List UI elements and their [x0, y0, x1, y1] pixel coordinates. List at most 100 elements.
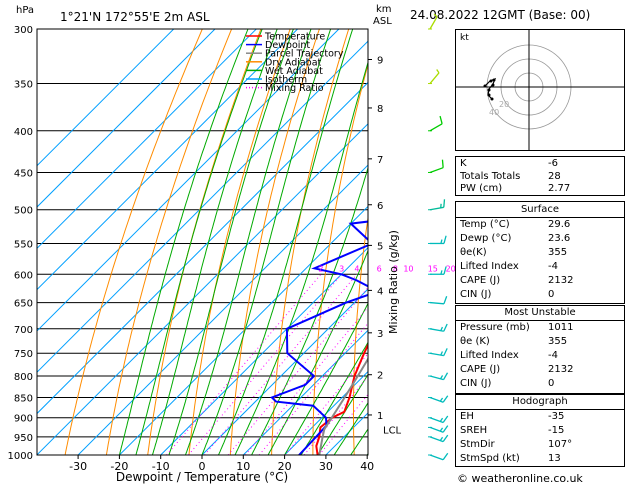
indices-box: K -6 Totals Totals 28 PW (cm) 2.77: [455, 156, 625, 196]
hodograph-key: EH: [460, 411, 474, 422]
dry-adiabat-line: [147, 29, 262, 455]
km-tick-label: 9: [377, 55, 383, 66]
legend-label: Dewpoint: [265, 40, 310, 51]
pressure-tick-label: 400: [14, 127, 33, 138]
surface-value: 23.6: [548, 233, 571, 244]
legend-label: Wet Adiabat: [265, 66, 323, 77]
km-label: km: [376, 4, 392, 15]
wind-barb: [428, 115, 443, 132]
surface-key: Lifted Index: [460, 261, 519, 272]
most-unstable-key: CAPE (J): [460, 364, 501, 375]
hodograph-row: StmSpd (kt) 13: [456, 453, 624, 465]
wet-adiabat-line: [201, 29, 332, 455]
index-row: K -6: [456, 158, 624, 170]
surface-box: Surface Temp (°C) 29.6 Dewp (°C) 23.6 θe(K) 3…: [455, 201, 625, 304]
legend-label: Mixing Ratio: [265, 83, 324, 94]
most-unstable-row: Lifted Index -4: [456, 350, 624, 362]
x-tick-label: 20: [278, 460, 292, 473]
mixing-ratio-line: [204, 273, 358, 455]
x-tick-label: 0: [199, 460, 206, 473]
wet-adiabat-line: [218, 29, 354, 455]
pressure-tick-label: 950: [14, 433, 33, 444]
hodograph-point: [491, 83, 495, 87]
surface-value: 29.6: [548, 219, 571, 230]
wind-barb: [428, 235, 447, 245]
surface-row: Lifted Index -4: [456, 261, 624, 273]
surface-title: Surface: [520, 204, 560, 215]
wind-barb: [428, 266, 447, 275]
hodograph-point: [489, 79, 493, 83]
most-unstable-box: Most Unstable Pressure (mb) 1011 θe (K) 355…: [455, 305, 625, 394]
km-tick-label: 5: [377, 241, 383, 252]
most-unstable-key: θe (K): [460, 336, 490, 347]
legend-label: Parcel Trajectory: [265, 49, 344, 60]
isotherm-line: [77, 164, 368, 455]
pressure-tick-label: 750: [14, 349, 33, 360]
mixing-ratio-label: 8: [393, 264, 398, 273]
wind-barb: [428, 425, 449, 433]
hodograph-table-title: Hodograph: [512, 396, 568, 407]
pressure-tick-label: 850: [14, 393, 33, 404]
wind-barb: [428, 69, 440, 85]
most-unstable-value: 1011: [548, 322, 574, 333]
wind-barb: [428, 296, 448, 305]
hodograph-ring-label: 40: [489, 108, 499, 117]
wet-adiabat-line: [251, 166, 368, 455]
hodograph-value: -15: [548, 425, 565, 436]
most-unstable-row: Pressure (mb) 1011: [456, 322, 624, 334]
km-tick-label: 4: [377, 286, 383, 297]
datetime-label: 24.08.2022 12GMT (Base: 00): [410, 8, 591, 22]
most-unstable-value: 2132: [548, 364, 574, 375]
wet-adiabat-line: [284, 302, 368, 455]
index-key: Totals Totals: [460, 170, 521, 182]
most-unstable-value: 0: [548, 378, 555, 389]
series-parcel-trajectory: [318, 357, 368, 455]
pressure-unit-label: hPa: [16, 5, 35, 16]
most-unstable-row: θe (K) 355: [456, 336, 624, 348]
pressure-tick-label: 1000: [8, 451, 33, 462]
hodograph-row: EH -35: [456, 411, 624, 423]
index-row: PW (cm) 2.77: [456, 183, 624, 195]
wind-barb: [428, 372, 449, 381]
hodograph-row: SREH -15: [456, 425, 624, 437]
wind-barb: [428, 452, 449, 461]
isotherm-line: [37, 123, 368, 455]
index-key: PW (cm): [460, 183, 503, 194]
x-tick-label: 40: [360, 460, 374, 473]
mixing-ratio-label: 3: [339, 264, 344, 273]
wind-barb: [428, 434, 449, 443]
lcl-label: LCL: [383, 425, 402, 436]
mixing-ratio-label: 10: [403, 264, 413, 273]
pressure-tick-label: 700: [14, 325, 33, 336]
x-axis-label: Dewpoint / Temperature (°C): [116, 470, 288, 484]
mixing-ratio-label: 20: [446, 264, 456, 273]
hodograph-ring-label: 20: [499, 100, 509, 109]
legend-label: Isotherm: [265, 75, 307, 86]
pressure-tick-label: 500: [14, 206, 33, 217]
most-unstable-value: 355: [548, 336, 568, 347]
pressure-tick-label: 450: [14, 168, 33, 179]
wind-barb: [428, 323, 448, 332]
hodograph-key: SREH: [460, 425, 488, 436]
hodograph-unit: kt: [460, 33, 469, 43]
surface-key: θe(K): [460, 247, 487, 258]
isotherm-line: [284, 370, 368, 455]
km-tick-label: 7: [377, 155, 383, 166]
wind-barb: [428, 199, 446, 211]
pressure-tick-label: 550: [14, 239, 33, 250]
mixing-ratio-label: 4: [354, 264, 359, 273]
legend-label: Dry Adiabat: [265, 57, 322, 68]
km-tick-label: 1: [377, 411, 383, 422]
most-unstable-key: Pressure (mb): [460, 322, 530, 333]
surface-value: 2132: [548, 275, 574, 286]
hodograph-value: 107°: [548, 439, 573, 450]
dry-adiabat-line: [353, 214, 368, 455]
surface-value: 355: [548, 247, 568, 258]
most-unstable-row: CIN (J) 0: [456, 378, 624, 390]
most-unstable-value: -4: [548, 350, 558, 361]
most-unstable-row: CAPE (J) 2132: [456, 364, 624, 376]
x-tick-label: 10: [236, 460, 250, 473]
most-unstable-key: Lifted Index: [460, 350, 519, 361]
